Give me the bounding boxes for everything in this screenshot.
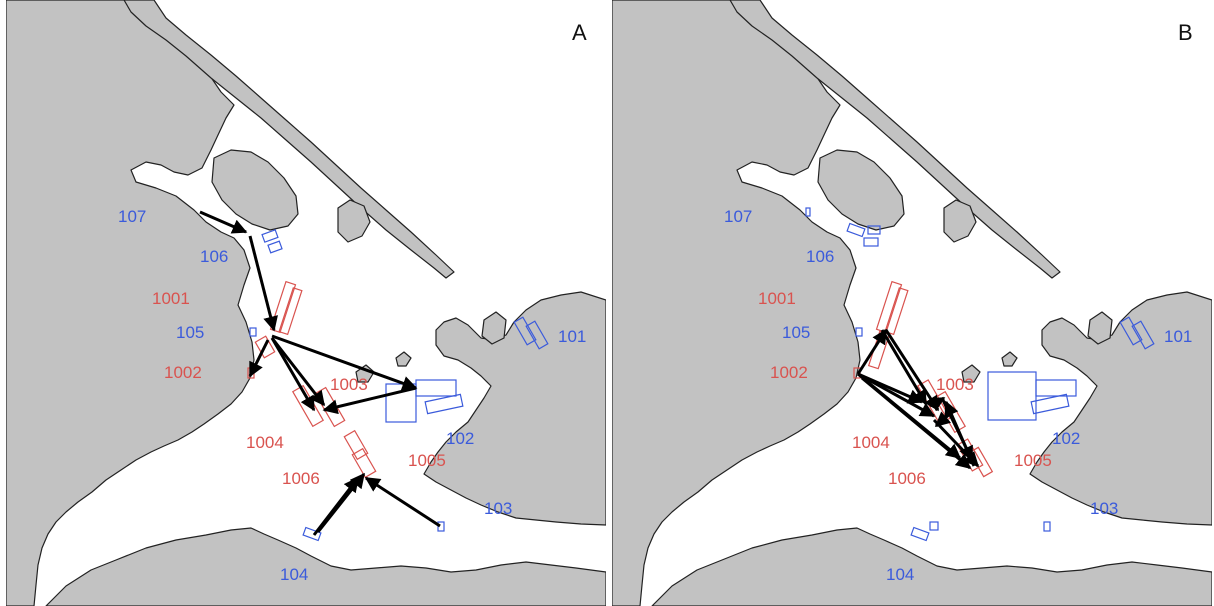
- site-label-102: 102: [1052, 429, 1080, 448]
- site-label-1005: 1005: [1014, 451, 1052, 470]
- island-3: [1087, 311, 1113, 345]
- site-label-106: 106: [806, 247, 834, 266]
- panel-label: A: [572, 20, 587, 45]
- site-label-1001: 1001: [152, 289, 190, 308]
- panel-label: B: [1178, 20, 1193, 45]
- arrows-b: [856, 328, 980, 470]
- map-b-svg: B 107 106 1001 105 1002 1003 1004 1006 1…: [612, 0, 1212, 606]
- site-label-103: 103: [1090, 499, 1118, 518]
- site-label-1005: 1005: [408, 451, 446, 470]
- island-1: [211, 149, 299, 231]
- site-label-106: 106: [200, 247, 228, 266]
- map-panel-a: A 107 106 1001 105 1002 1003 1004 1006 1…: [6, 0, 606, 606]
- blue-sites-b: [805, 207, 1155, 542]
- site-label-1002: 1002: [770, 363, 808, 382]
- site-label-104: 104: [886, 565, 914, 584]
- land-barrier: [729, 0, 1061, 279]
- site-label-1003: 1003: [936, 375, 974, 394]
- site-label-101: 101: [1164, 327, 1192, 346]
- site-label-103: 103: [484, 499, 512, 518]
- island-2: [943, 199, 977, 243]
- site-label-107: 107: [724, 207, 752, 226]
- island-4: [1001, 351, 1018, 367]
- site-label-1001: 1001: [758, 289, 796, 308]
- island-2: [337, 199, 371, 243]
- site-label-1004: 1004: [852, 433, 890, 452]
- site-label-107: 107: [118, 207, 146, 226]
- site-label-102: 102: [446, 429, 474, 448]
- island-1: [817, 149, 905, 231]
- site-label-1006: 1006: [282, 469, 320, 488]
- site-label-105: 105: [176, 323, 204, 342]
- site-label-105: 105: [782, 323, 810, 342]
- island-3: [481, 311, 507, 345]
- site-label-1004: 1004: [246, 433, 284, 452]
- map-panel-b: B 107 106 1001 105 1002 1003 1004 1006 1…: [612, 0, 1212, 606]
- land-south: [651, 527, 1212, 606]
- land-west: [6, 0, 255, 606]
- arrows-a: [199, 210, 441, 536]
- site-label-104: 104: [280, 565, 308, 584]
- site-label-1002: 1002: [164, 363, 202, 382]
- land-west: [612, 0, 861, 606]
- land-south: [45, 527, 606, 606]
- island-4: [395, 351, 412, 367]
- site-label-1006: 1006: [888, 469, 926, 488]
- island-5: [961, 364, 981, 383]
- site-label-101: 101: [558, 327, 586, 346]
- map-a-svg: A 107 106 1001 105 1002 1003 1004 1006 1…: [6, 0, 606, 606]
- land-barrier: [123, 0, 455, 279]
- site-label-1003: 1003: [330, 375, 368, 394]
